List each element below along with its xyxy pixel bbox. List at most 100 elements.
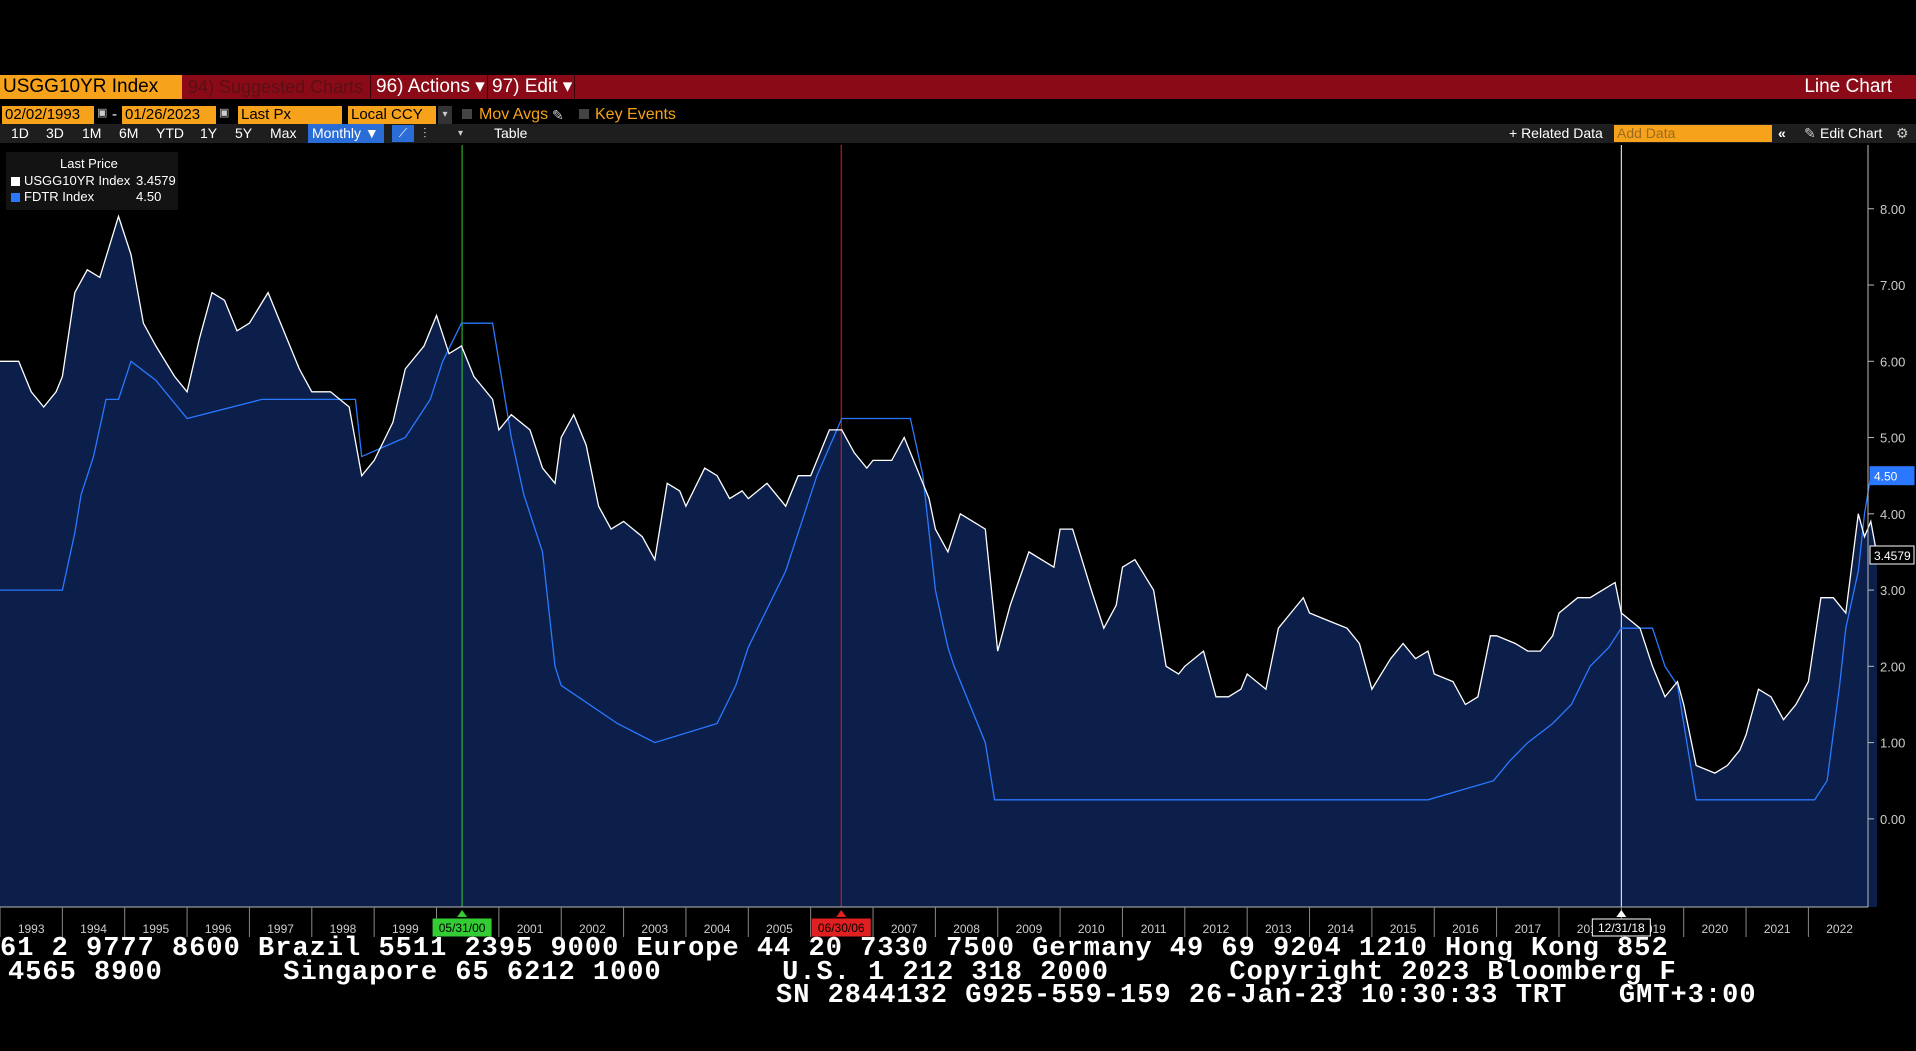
date-separator: -	[112, 106, 117, 123]
period-3d[interactable]: 3D	[46, 125, 64, 141]
edit-chart-button[interactable]: Edit Chart	[1820, 125, 1883, 141]
title-bar	[0, 75, 1916, 99]
line-chart-icon[interactable]: ⟋	[392, 125, 414, 142]
period-6m[interactable]: 6M	[119, 125, 139, 141]
divider	[574, 75, 575, 99]
last-value-label: 3.4579	[1874, 549, 1911, 563]
period-5y[interactable]: 5Y	[235, 125, 253, 141]
y-tick-label: 5.00	[1880, 431, 1905, 446]
chevron-down-icon[interactable]: ▾	[438, 106, 452, 124]
x-tick-label: 2015	[1390, 922, 1417, 936]
event-date-label: 06/30/06	[818, 921, 865, 935]
series-swatch-icon	[11, 193, 20, 203]
x-tick-label: 2008	[953, 922, 980, 936]
chart-area: 0.00 1.00 2.00 3.00 4.00 5.00 6.00 7.00 8.00 4.50…	[0, 145, 1915, 937]
legend: Last Price USGG10YR Index 3.4579 FDTR In…	[6, 152, 178, 210]
key-events-checkbox[interactable]	[579, 109, 589, 119]
x-tick-label: 2012	[1203, 922, 1230, 936]
x-tick-label: 2001	[517, 922, 544, 936]
field-select[interactable]: Last Px	[238, 106, 342, 124]
gear-icon[interactable]: ⚙	[1896, 125, 1909, 141]
x-tick-label: 2016	[1452, 922, 1479, 936]
event-date-badge	[1591, 918, 1651, 937]
x-tick-label: 2017	[1514, 922, 1541, 936]
series-line	[0, 214, 1878, 774]
mov-avgs-label[interactable]: Mov Avgs	[479, 106, 549, 123]
table-button[interactable]: Table	[494, 125, 528, 141]
x-tick-label: 1993	[18, 922, 45, 936]
period-1d[interactable]: 1D	[11, 125, 29, 141]
period-ytd[interactable]: YTD	[156, 125, 184, 141]
event-marker-icon	[457, 910, 468, 917]
y-tick-label: 3.00	[1880, 583, 1905, 598]
edit-menu[interactable]: 97) Edit ▾	[492, 76, 573, 97]
x-tick-label: 1995	[143, 922, 170, 936]
actions-menu[interactable]: 96) Actions ▾	[376, 76, 485, 97]
toolbar	[0, 124, 1916, 143]
calendar-icon[interactable]: ▣	[97, 107, 108, 119]
footer-line-1: 61 2 9777 8600 Brazil 5511 2395 9000 Eur…	[0, 934, 1669, 964]
event-date-label: 12/31/18	[1598, 921, 1645, 935]
y-tick-label: 4.00	[1880, 507, 1905, 522]
bar-style-icon[interactable]: ⫶	[423, 125, 427, 141]
x-tick-label: 2020	[1702, 922, 1729, 936]
x-tick-label: 2004	[704, 922, 731, 936]
y-tick-label: 1.00	[1880, 736, 1905, 751]
x-tick-label: 2014	[1327, 922, 1354, 936]
series-swatch-icon	[11, 177, 20, 187]
x-tick-label: 1996	[205, 922, 232, 936]
x-tick-label: 1994	[80, 922, 107, 936]
pencil-icon[interactable]: ✎	[1804, 125, 1816, 141]
suggested-charts-button[interactable]: 94) Suggested Charts	[188, 77, 364, 97]
legend-title: Last Price	[60, 156, 118, 171]
x-tick-label: 2003	[641, 922, 668, 936]
x-tick-label: 2005	[766, 922, 793, 936]
currency-select[interactable]: Local CCY	[348, 106, 436, 124]
x-tick-label: 2010	[1078, 922, 1105, 936]
legend-value: 4.50	[136, 189, 162, 204]
y-tick-label: 2.00	[1880, 659, 1905, 674]
legend-item: USGG10YR Index 3.4579	[11, 173, 176, 188]
legend-label: USGG10YR Index	[24, 173, 131, 188]
event-marker-icon	[836, 910, 847, 917]
x-tick-label: 2009	[1016, 922, 1043, 936]
last-value-label: 4.50	[1874, 470, 1898, 484]
collapse-icon[interactable]: «	[1778, 125, 1786, 141]
period-max[interactable]: Max	[270, 125, 297, 141]
footer-line-3: SN 2844132 G925-559-159 26-Jan-23 10:30:…	[776, 981, 1757, 1011]
last-value-badge	[1869, 466, 1915, 486]
event-date-badge	[432, 918, 492, 937]
calendar-icon[interactable]: ▣	[219, 107, 230, 119]
related-data-button[interactable]: + Related Data	[1509, 125, 1603, 141]
end-date-field[interactable]: 01/26/2023	[122, 106, 216, 124]
y-tick-label: 7.00	[1880, 278, 1905, 293]
last-value-badge	[1869, 545, 1915, 565]
series-area-fill	[0, 216, 1877, 907]
event-date-label: 05/31/00	[439, 921, 486, 935]
legend-item: FDTR Index 4.50	[11, 189, 161, 204]
ticker-input[interactable]: USGG10YR Index	[0, 75, 182, 99]
period-1m[interactable]: 1M	[82, 125, 102, 141]
legend-label: FDTR Index	[24, 189, 95, 204]
period-1y[interactable]: 1Y	[200, 125, 218, 141]
pencil-icon[interactable]: ✎	[552, 107, 564, 123]
x-tick-label: 2013	[1265, 922, 1292, 936]
x-tick-label: 2002	[579, 922, 606, 936]
frequency-select[interactable]: Monthly ▼	[308, 124, 384, 143]
series-line	[0, 322, 1877, 801]
event-date-badge	[811, 918, 871, 937]
key-events-label[interactable]: Key Events	[595, 106, 676, 123]
y-tick-label: 8.00	[1880, 202, 1905, 217]
x-tick-label: 2011	[1141, 922, 1167, 936]
chart-type-label[interactable]: Line Chart	[1804, 76, 1892, 97]
add-data-input[interactable]: Add Data	[1614, 125, 1772, 142]
chevron-down-icon[interactable]: ▾	[458, 128, 464, 139]
divider	[487, 75, 488, 99]
mov-avgs-checkbox[interactable]	[462, 109, 472, 119]
start-date-field[interactable]: 02/02/1993	[2, 106, 94, 124]
x-tick-label: 1997	[267, 922, 294, 936]
event-marker-icon	[1616, 910, 1627, 917]
x-tick-label: 2022	[1826, 922, 1853, 936]
x-tick-label: 2021	[1764, 922, 1791, 936]
footer-line-2: 4565 8900 Singapore 65 6212 1000 U.S. 1 …	[8, 958, 1677, 988]
